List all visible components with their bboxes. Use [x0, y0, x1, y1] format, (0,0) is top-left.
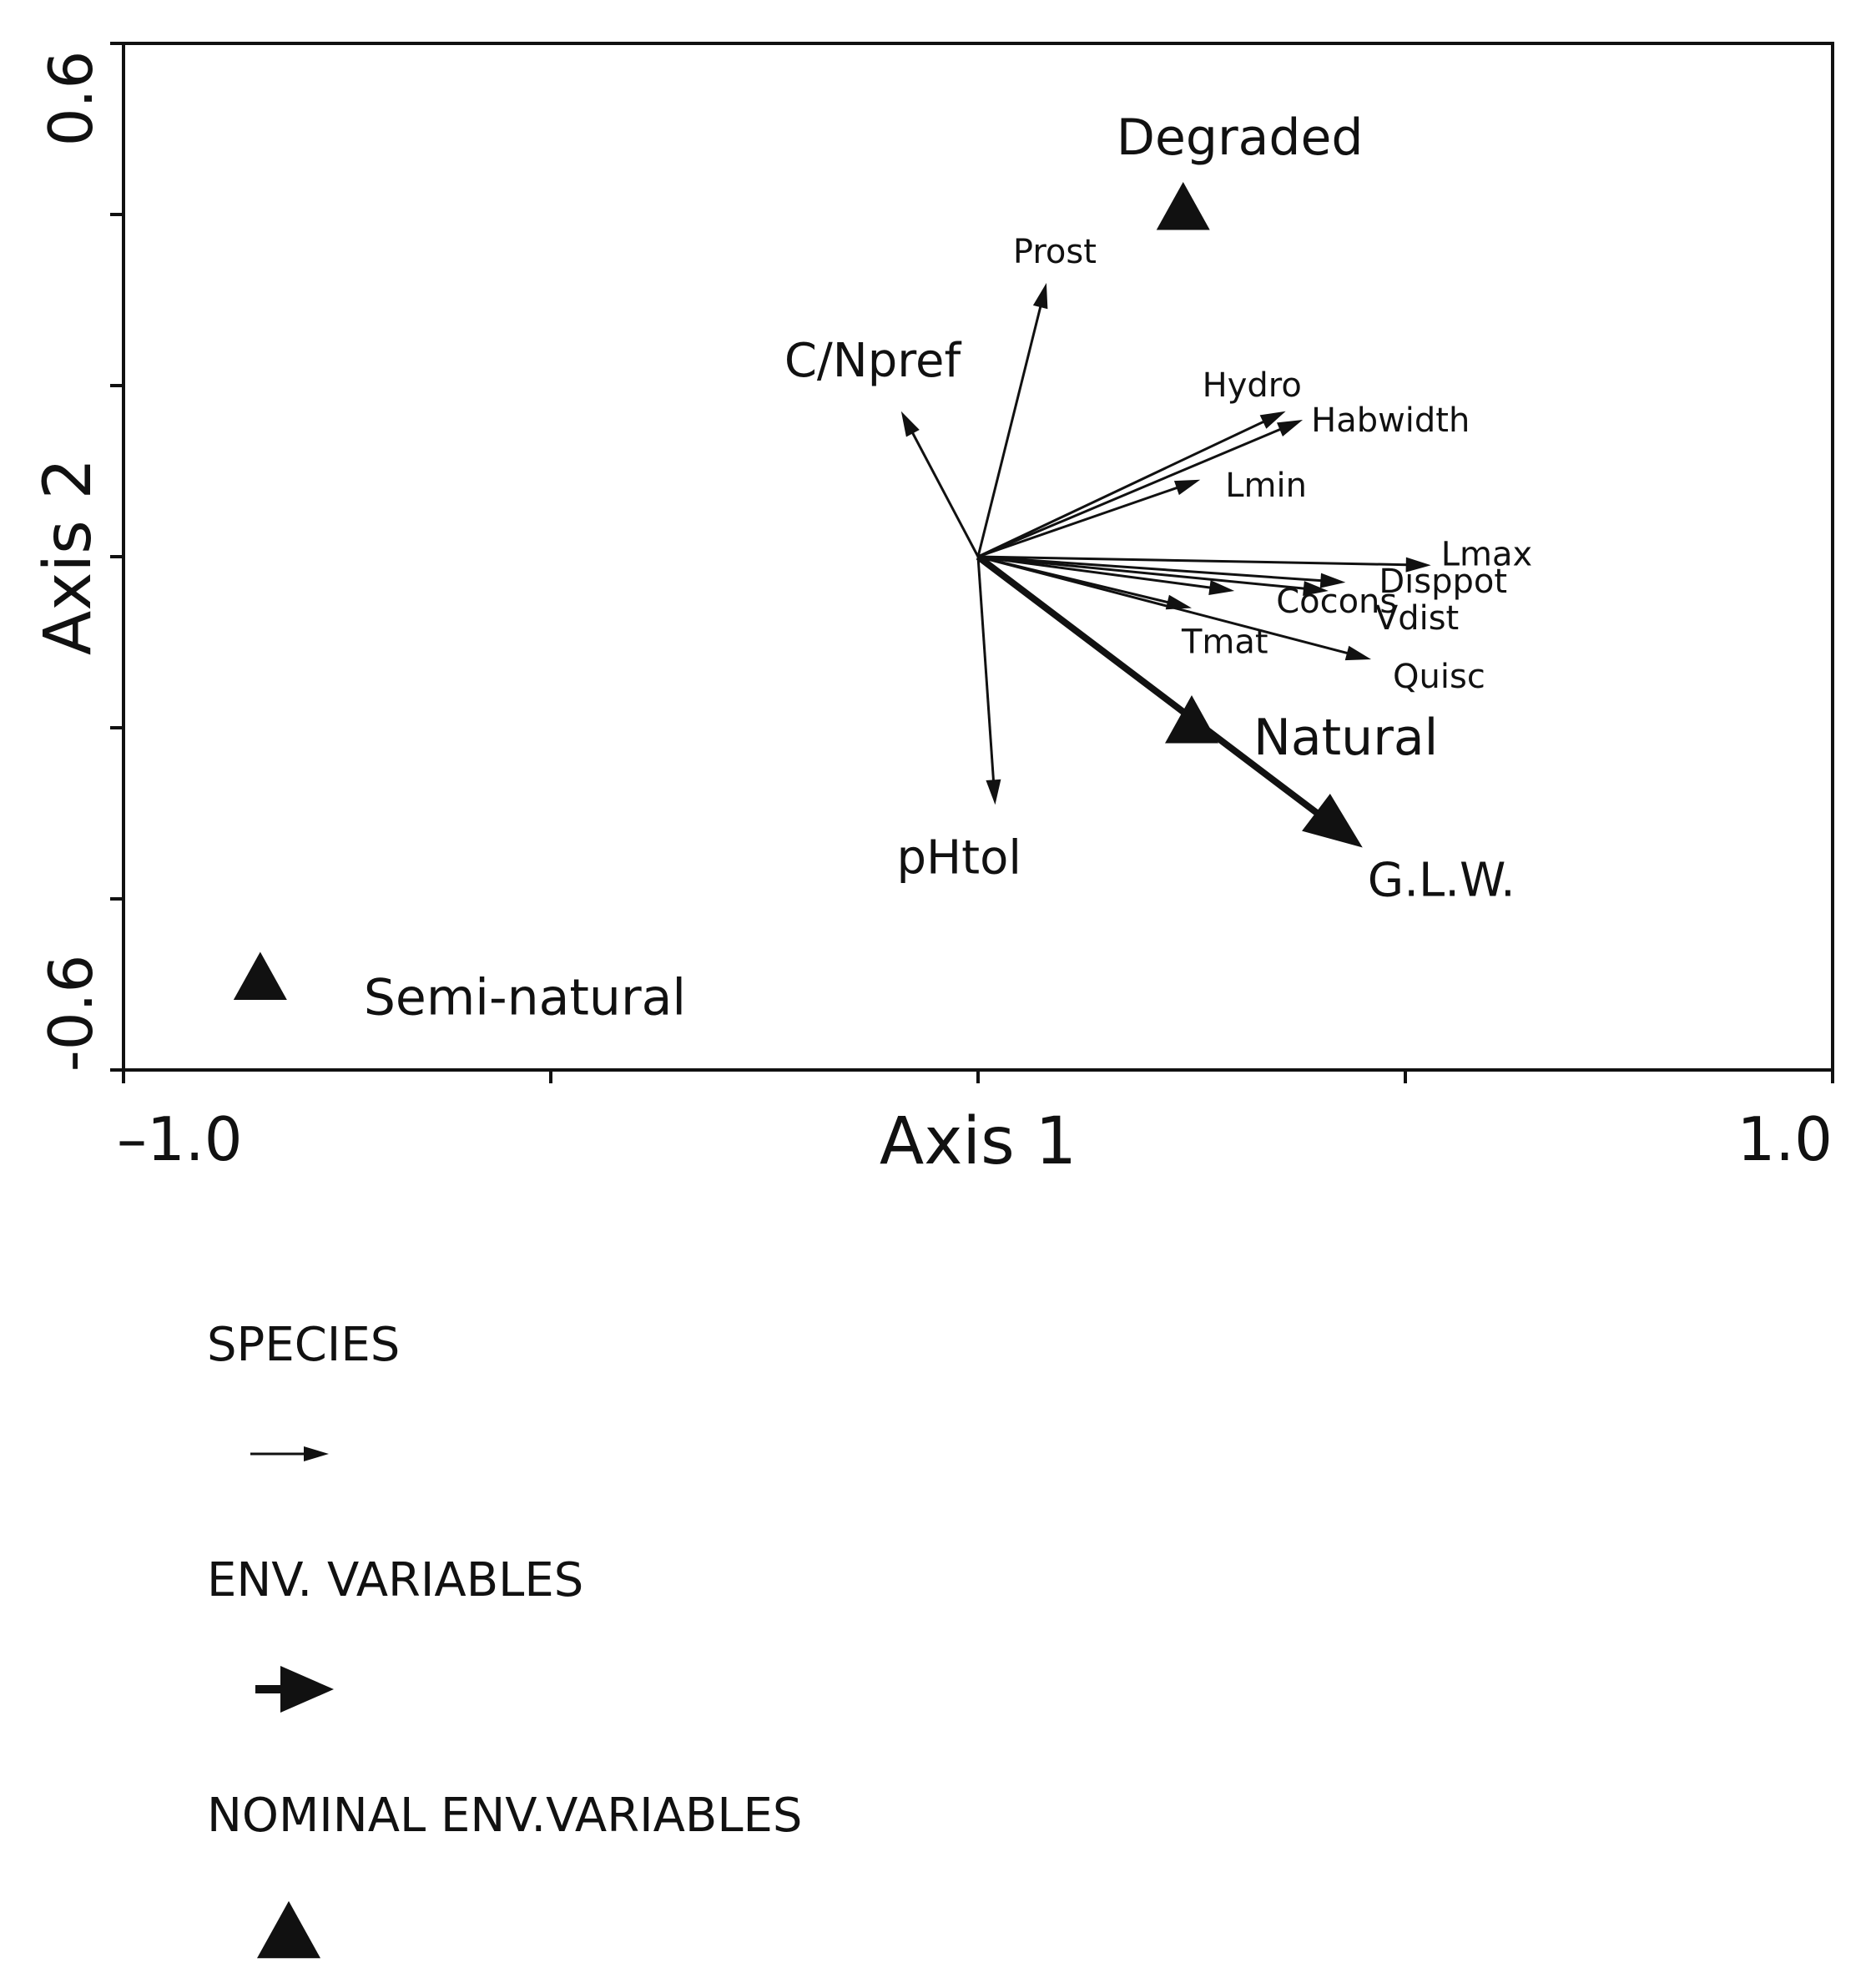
species-arrow-c-npref-head — [900, 411, 920, 437]
legend-symbol-env-arrow-head — [280, 1666, 334, 1713]
species-arrow-lmin-shaft — [977, 486, 1179, 558]
species-arrow-hydro-head — [1259, 411, 1286, 429]
x-tick-label-min: –1.0 — [117, 1104, 243, 1174]
species-label-lmax: Lmax — [1441, 535, 1532, 573]
legend-item-nominal-env-variables: NOMINAL ENV.VARIABLES — [207, 1789, 802, 1959]
species-arrow-quisc: Quisc — [977, 555, 1485, 696]
species-arrow-lmax-head — [1405, 557, 1431, 573]
legend-item-env-variables: ENV. VARIABLES — [207, 1553, 583, 1713]
legend: SPECIES ENV. VARIABLES NOMINAL ENV.VARIABL… — [207, 1318, 802, 1959]
legend-symbol-triangle — [257, 1900, 320, 1959]
nominal-label-natural: Natural — [1253, 709, 1438, 767]
nominal-degraded: Degraded — [1117, 108, 1364, 230]
x-axis-title: Axis 1 — [880, 1104, 1077, 1179]
species-arrow-tmat: Tmat — [977, 555, 1268, 662]
species-arrow-disppot-head — [1319, 573, 1346, 588]
species-arrow-habwidth: Habwidth — [977, 401, 1470, 558]
species-label-c-npref: C/Npref — [784, 334, 962, 388]
axis-ticks — [110, 42, 1834, 1083]
species-label-hydro: Hydro — [1203, 366, 1302, 405]
species-arrow-hydro-shaft — [977, 420, 1265, 558]
species-arrow-quisc-head — [1344, 645, 1372, 661]
legend-label-env-variables: ENV. VARIABLES — [207, 1553, 583, 1607]
nominal-label-degraded: Degraded — [1117, 108, 1364, 167]
nominal-env-variables: Degraded Natural Semi-natural — [233, 108, 1438, 1027]
species-arrow-cocons-head — [1208, 580, 1235, 595]
species-label-quisc: Quisc — [1393, 658, 1485, 696]
y-tick-label-min: -0.6 — [36, 955, 106, 1072]
env-arrow-g-l-w-shaft — [976, 553, 1319, 816]
species-arrow-phtol-shaft — [976, 556, 996, 782]
species-label-disppot: Disppot — [1379, 563, 1507, 601]
species-arrow-phtol: pHtol — [896, 556, 1021, 885]
nominal-marker-natural — [1165, 694, 1218, 744]
species-arrow-phtol-head — [986, 779, 1001, 805]
species-label-lmin: Lmin — [1225, 467, 1307, 505]
species-label-vdist: Vdist — [1375, 599, 1459, 638]
species-label-prost: Prost — [1013, 233, 1097, 271]
species-arrow-vdist: Vdist — [977, 555, 1459, 638]
species-arrow-c-npref-shaft — [910, 431, 980, 558]
species-arrow-disppot: Disppot — [977, 555, 1507, 601]
y-axis-title: Axis 2 — [31, 458, 106, 655]
species-arrow-hydro: Hydro — [977, 366, 1302, 558]
species-arrow-disppot-shaft — [977, 555, 1323, 583]
env-arrow-g-l-w-head — [1302, 793, 1363, 848]
legend-item-species: SPECIES — [207, 1318, 400, 1461]
legend-label-species: SPECIES — [207, 1318, 400, 1372]
species-arrow-prost: Prost — [976, 233, 1097, 558]
species-arrow-lmax: Lmax — [977, 535, 1532, 573]
species-arrow-prost-shaft — [976, 305, 1042, 558]
species-arrow-cocons-shaft — [977, 555, 1212, 589]
legend-symbol-env-arrow — [255, 1666, 334, 1713]
species-arrow-c-npref: C/Npref — [784, 334, 980, 558]
nominal-marker-semi-natural — [233, 951, 287, 1001]
species-arrow-vdist-shaft — [977, 555, 1306, 590]
species-arrow-tmat-head — [1165, 594, 1192, 610]
x-tick-label-max: 1.0 — [1737, 1104, 1833, 1174]
species-arrow-lmin: Lmin — [977, 467, 1307, 558]
species-arrow-lmax-shaft — [977, 555, 1408, 567]
species-arrow-prost-head — [1032, 283, 1048, 310]
legend-symbol-species-arrow-head — [304, 1446, 329, 1461]
nominal-label-semi-natural: Semi-natural — [364, 968, 686, 1027]
species-arrow-vdist-head — [1303, 581, 1329, 597]
legend-label-nominal-env-variables: NOMINAL ENV.VARIABLES — [207, 1789, 802, 1843]
species-arrow-lmin-head — [1173, 479, 1201, 496]
species-label-habwidth: Habwidth — [1311, 401, 1470, 440]
species-arrow-habwidth-head — [1276, 420, 1304, 437]
nominal-natural: Natural — [1165, 694, 1438, 767]
species-arrow-habwidth-shaft — [977, 427, 1282, 558]
species-label-phtol: pHtol — [896, 830, 1021, 885]
species-arrow-quisc-shaft — [977, 555, 1349, 655]
nominal-marker-degraded — [1156, 181, 1210, 230]
y-tick-label-max: 0.6 — [36, 51, 106, 147]
nominal-semi-natural: Semi-natural — [233, 951, 686, 1027]
legend-symbol-species-arrow — [250, 1446, 329, 1461]
env-label-g-l-w: G.L.W. — [1368, 854, 1515, 908]
env-arrow-g-l-w: G.L.W. — [976, 553, 1515, 908]
env-variable-arrows: G.L.W. — [976, 553, 1515, 908]
